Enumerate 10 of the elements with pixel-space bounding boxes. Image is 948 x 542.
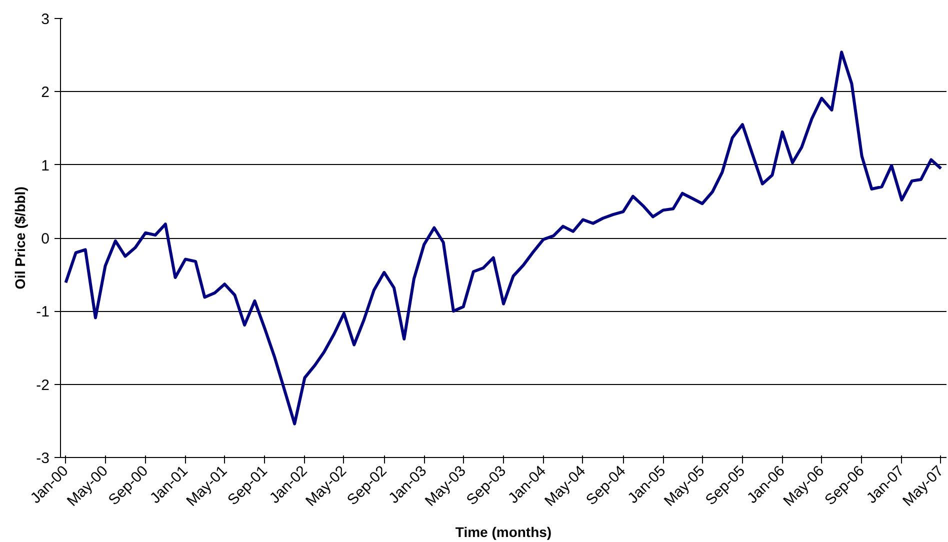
y-tick-label: -2 — [36, 376, 50, 394]
y-tick-label: -3 — [36, 450, 50, 467]
y-axis-title: Oil Price ($/bbl) — [12, 186, 28, 290]
x-axis-title: Time (months) — [455, 524, 552, 540]
y-tick-label: -1 — [36, 304, 50, 321]
line-series — [64, 50, 942, 426]
y-tick-label: 1 — [41, 157, 50, 174]
y-tick-label: 3 — [41, 11, 50, 28]
y-tick-label: 0 — [41, 230, 50, 248]
y-tick-label: 2 — [41, 84, 50, 102]
